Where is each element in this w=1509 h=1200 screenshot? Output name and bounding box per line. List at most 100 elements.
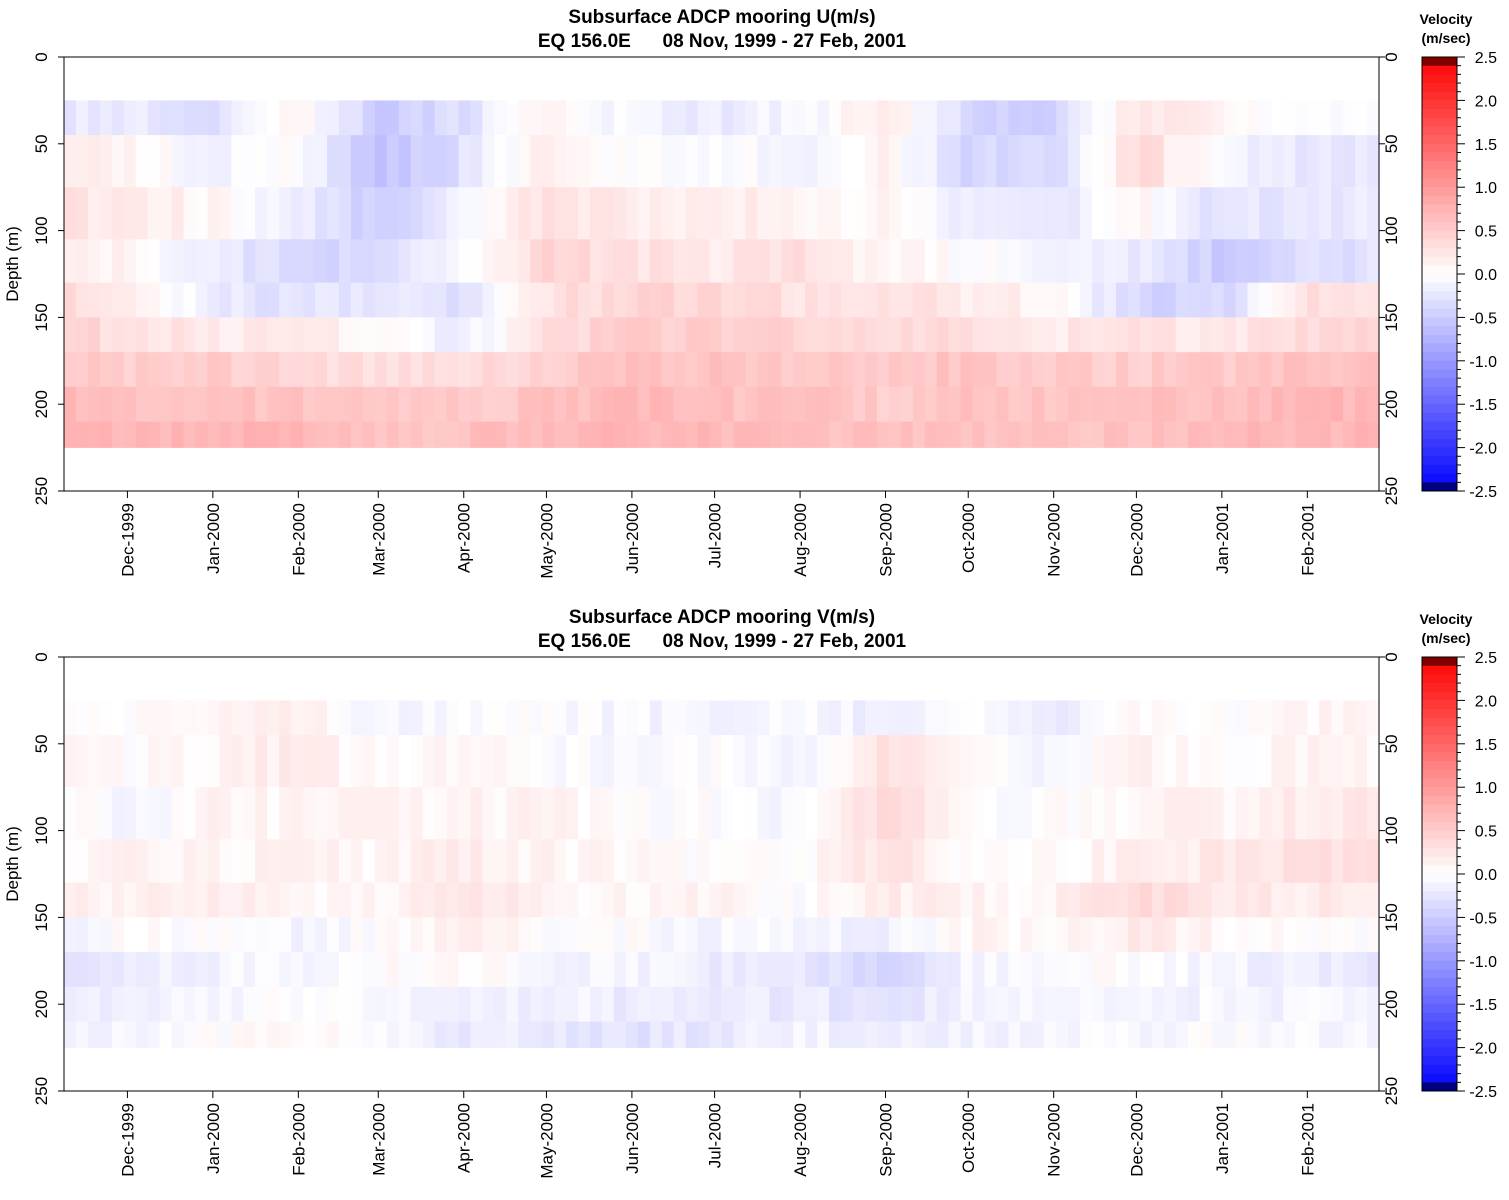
velocity-cell (255, 386, 268, 422)
velocity-cell (315, 386, 328, 422)
velocity-cell (386, 1021, 400, 1048)
velocity-cell (876, 239, 890, 283)
velocity-cell (338, 100, 352, 136)
velocity-cell (1295, 986, 1308, 1022)
velocity-cell (434, 386, 448, 422)
velocity-cell (733, 187, 746, 240)
velocity-cell (1020, 352, 1033, 388)
velocity-cell (1068, 100, 1081, 136)
velocity-cell (458, 282, 472, 318)
velocity-cell (1151, 882, 1165, 918)
velocity-cell (578, 352, 591, 388)
velocity-cell (924, 317, 938, 353)
velocity-cell (590, 952, 603, 988)
velocity-cell (864, 352, 878, 388)
velocity-cell (649, 386, 663, 422)
velocity-cell (350, 187, 364, 240)
velocity-cell (876, 135, 890, 188)
velocity-cell (745, 917, 758, 953)
velocity-cell (1319, 282, 1332, 318)
velocity-cell (912, 317, 926, 353)
velocity-cell (637, 917, 651, 953)
velocity-cell (470, 421, 483, 448)
y-tick-label: 150 (32, 303, 51, 331)
velocity-cell (673, 421, 687, 448)
velocity-cell (984, 421, 998, 448)
velocity-cell (578, 952, 591, 988)
velocity-cell (625, 1021, 639, 1048)
velocity-cell (1283, 352, 1296, 388)
velocity-cell (458, 882, 472, 918)
velocity-cell (709, 135, 723, 188)
velocity-cell (315, 352, 328, 388)
velocity-cell (327, 282, 340, 318)
colorbar-swatch (1422, 665, 1457, 675)
velocity-cell (410, 839, 424, 883)
velocity-cell (422, 239, 436, 283)
velocity-cell (1247, 317, 1261, 353)
colorbar-swatch (1422, 239, 1457, 249)
velocity-cell (1044, 882, 1057, 918)
velocity-cell (1307, 952, 1320, 988)
colorbar-swatch (1422, 813, 1457, 823)
velocity-cell (1068, 135, 1081, 188)
y-tick-label-right: 150 (1382, 303, 1401, 331)
velocity-cell (1044, 1021, 1057, 1048)
velocity-cell (590, 100, 603, 136)
velocity-cell (183, 986, 197, 1022)
velocity-cell (231, 952, 244, 988)
velocity-cell (422, 735, 436, 788)
velocity-cell (219, 787, 232, 840)
velocity-cell (195, 421, 209, 448)
velocity-cell (99, 386, 113, 422)
velocity-cell (685, 952, 699, 988)
colorbar-swatch (1422, 404, 1457, 414)
velocity-cell (231, 917, 244, 953)
velocity-cell (219, 1021, 232, 1048)
velocity-cell (64, 135, 77, 188)
velocity-cell (948, 386, 962, 422)
velocity-cell (841, 917, 854, 953)
velocity-cell (1163, 1021, 1177, 1048)
velocity-cell (1080, 1021, 1093, 1048)
colorbar-swatch (1422, 683, 1457, 693)
velocity-cell (350, 317, 364, 353)
colorbar-swatch (1422, 343, 1457, 353)
velocity-cell (243, 882, 256, 918)
velocity-cell (207, 135, 220, 188)
velocity-cell (1343, 421, 1356, 448)
velocity-cell (625, 735, 639, 788)
velocity-cell (398, 421, 412, 448)
velocity-cell (876, 317, 890, 353)
colorbar-label: 0.5 (1475, 224, 1497, 241)
velocity-cell (362, 187, 376, 240)
velocity-cell (458, 317, 472, 353)
velocity-cell (1295, 700, 1308, 736)
velocity-cell (1247, 1021, 1261, 1048)
velocity-cell (936, 986, 950, 1022)
velocity-cell (1163, 239, 1177, 283)
velocity-cell (876, 700, 890, 736)
velocity-cell (733, 135, 746, 188)
velocity-cell (1056, 787, 1069, 840)
velocity-cell (685, 239, 699, 283)
velocity-cell (649, 882, 663, 918)
velocity-cell (422, 882, 436, 918)
velocity-cell (123, 421, 137, 448)
velocity-cell (673, 386, 687, 422)
colorbar-swatch (1422, 674, 1457, 684)
velocity-cell (64, 700, 77, 736)
velocity-cell (1271, 239, 1284, 283)
velocity-cell (159, 917, 173, 953)
velocity-cell (111, 917, 125, 953)
velocity-cell (601, 839, 615, 883)
velocity-cell (207, 421, 220, 448)
velocity-cell (1080, 917, 1093, 953)
velocity-cell (673, 986, 687, 1022)
velocity-cell (745, 317, 758, 353)
velocity-cell (709, 100, 723, 136)
velocity-cell (1319, 317, 1332, 353)
velocity-cell (566, 839, 579, 883)
velocity-cell (542, 317, 555, 353)
velocity-cell (159, 135, 173, 188)
